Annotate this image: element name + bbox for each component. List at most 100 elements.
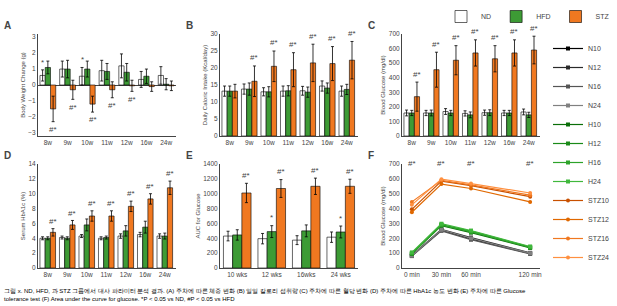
svg-text:11w: 11w xyxy=(101,139,113,146)
svg-text:0: 0 xyxy=(32,264,36,271)
svg-text:300: 300 xyxy=(389,89,400,96)
svg-text:#*: #* xyxy=(250,53,258,62)
svg-text:9w: 9w xyxy=(427,139,436,146)
svg-text:8w: 8w xyxy=(408,139,417,146)
svg-text:400: 400 xyxy=(389,205,400,212)
svg-text:H12: H12 xyxy=(588,140,601,147)
svg-text:10 wks: 10 wks xyxy=(227,271,248,278)
svg-text:#*: #* xyxy=(452,33,460,42)
svg-text:Body Weight Change (g): Body Weight Change (g) xyxy=(20,52,26,118)
svg-text:12: 12 xyxy=(28,175,36,182)
svg-text:N12: N12 xyxy=(588,64,601,71)
svg-text:20: 20 xyxy=(210,64,218,71)
svg-text:#*: #* xyxy=(242,171,250,180)
svg-text:#*: #* xyxy=(526,159,534,168)
svg-text:#*: #* xyxy=(146,182,154,191)
svg-text:Blood Glucose (mg/dl): Blood Glucose (mg/dl) xyxy=(380,55,386,114)
svg-text:11w: 11w xyxy=(465,139,477,146)
svg-text:#*: #* xyxy=(309,32,317,41)
svg-text:0: 0 xyxy=(396,132,400,139)
svg-text:D: D xyxy=(4,150,11,161)
svg-text:STZ16: STZ16 xyxy=(588,235,609,242)
svg-text:16w: 16w xyxy=(503,139,515,146)
svg-text:8w: 8w xyxy=(226,139,235,146)
svg-text:F: F xyxy=(368,150,374,161)
svg-text:H16: H16 xyxy=(588,159,601,166)
svg-text:STZ24: STZ24 xyxy=(588,254,609,261)
svg-text:#*: #* xyxy=(270,38,278,47)
svg-text:N24: N24 xyxy=(588,102,601,109)
svg-text:15: 15 xyxy=(210,81,218,88)
svg-text:30 min: 30 min xyxy=(432,271,452,278)
svg-text:−2: −2 xyxy=(28,113,36,120)
svg-text:#*: #* xyxy=(108,101,116,110)
svg-text:500: 500 xyxy=(389,59,400,66)
svg-text:200: 200 xyxy=(207,249,218,256)
svg-text:*: * xyxy=(270,213,273,222)
svg-text:1400: 1400 xyxy=(203,160,218,167)
svg-text:24w: 24w xyxy=(523,139,535,146)
svg-text:10w: 10w xyxy=(445,139,457,146)
svg-text:6: 6 xyxy=(32,220,36,227)
svg-text:#*: #* xyxy=(510,27,518,36)
svg-text:500: 500 xyxy=(389,190,400,197)
svg-text:0: 0 xyxy=(32,81,36,88)
svg-text:600: 600 xyxy=(389,45,400,52)
svg-text:5: 5 xyxy=(214,115,218,122)
svg-text:30: 30 xyxy=(210,30,218,37)
svg-text:#*: #* xyxy=(68,209,76,218)
svg-text:10w: 10w xyxy=(263,139,275,146)
svg-text:400: 400 xyxy=(389,74,400,81)
svg-text:#*: #* xyxy=(432,40,440,49)
svg-text:#*: #* xyxy=(408,159,416,168)
svg-text:HFD: HFD xyxy=(536,13,550,20)
svg-text:#*: #* xyxy=(89,115,97,124)
svg-text:9w: 9w xyxy=(63,271,72,278)
svg-text:16w: 16w xyxy=(140,139,152,146)
svg-text:600: 600 xyxy=(207,220,218,227)
svg-text:11w: 11w xyxy=(283,139,295,146)
svg-text:400: 400 xyxy=(207,235,218,242)
svg-text:120 min: 120 min xyxy=(519,271,543,278)
svg-text:#*: #* xyxy=(346,167,354,176)
svg-text:STZ: STZ xyxy=(596,13,610,20)
svg-text:4: 4 xyxy=(32,235,36,242)
svg-text:700: 700 xyxy=(389,30,400,37)
svg-text:24w: 24w xyxy=(341,139,353,146)
svg-text:#*: #* xyxy=(471,27,479,36)
svg-text:Serum HbA1c (%): Serum HbA1c (%) xyxy=(20,192,26,240)
svg-text:9w: 9w xyxy=(63,139,72,146)
svg-text:A: A xyxy=(4,20,11,31)
svg-text:1200: 1200 xyxy=(203,175,218,182)
svg-text:200: 200 xyxy=(389,103,400,110)
svg-text:100: 100 xyxy=(389,249,400,256)
svg-text:Blood Glucose (mg/dl): Blood Glucose (mg/dl) xyxy=(380,186,386,245)
svg-text:*: * xyxy=(41,58,44,67)
svg-text:10: 10 xyxy=(210,98,218,105)
svg-text:10w: 10w xyxy=(81,271,93,278)
svg-text:12w: 12w xyxy=(121,139,133,146)
svg-text:#*: #* xyxy=(128,95,136,104)
svg-text:#*: #* xyxy=(328,34,336,43)
svg-text:그림 x. ND, HFD, 과 STZ 그룹에서 대사 파: 그림 x. ND, HFD, 과 STZ 그룹에서 대사 파라미터 분석 결과.… xyxy=(4,288,526,302)
svg-text:2: 2 xyxy=(32,49,36,56)
svg-text:#*: #* xyxy=(49,125,57,134)
svg-text:700: 700 xyxy=(389,160,400,167)
svg-text:0 min: 0 min xyxy=(404,271,420,278)
svg-text:H24: H24 xyxy=(588,178,601,185)
svg-text:300: 300 xyxy=(389,220,400,227)
svg-text:#*: #* xyxy=(348,29,356,38)
svg-text:16wks: 16wks xyxy=(297,271,316,278)
svg-text:800: 800 xyxy=(207,205,218,212)
svg-text:100: 100 xyxy=(389,118,400,125)
svg-text:8: 8 xyxy=(32,205,36,212)
svg-text:12w: 12w xyxy=(484,139,496,146)
svg-text:STZ10: STZ10 xyxy=(588,197,609,204)
svg-text:B: B xyxy=(186,20,193,31)
svg-text:#*: #* xyxy=(107,199,115,208)
svg-text:25: 25 xyxy=(210,47,218,54)
svg-text:0: 0 xyxy=(214,132,218,139)
svg-text:16w: 16w xyxy=(321,139,333,146)
svg-text:#*: #* xyxy=(69,103,77,112)
svg-text:#*: #* xyxy=(127,189,135,198)
